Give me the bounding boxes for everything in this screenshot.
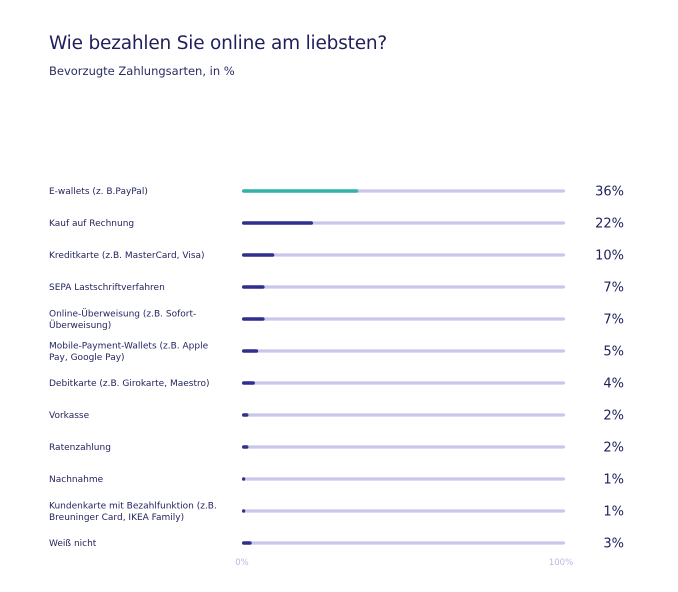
bar [242, 509, 246, 513]
bar-track [242, 509, 565, 513]
bar-track [242, 317, 565, 321]
value-label: 2% [603, 409, 624, 424]
value-label: 1% [603, 505, 624, 520]
bar-track [242, 285, 565, 289]
value-label: 1% [603, 473, 624, 488]
bar [242, 445, 249, 449]
bar [242, 285, 265, 289]
category-label: Kreditkarte (z.B. MasterCard, Visa) [49, 251, 205, 261]
bar [242, 253, 275, 257]
value-label: 22% [595, 217, 624, 232]
chart-title: Wie bezahlen Sie online am liebsten? [49, 33, 388, 54]
category-label: Debitkarte (z.B. Girokarte, Maestro) [49, 379, 210, 389]
category-label: Nachnahme [49, 475, 104, 485]
bar-track [242, 253, 565, 257]
bar [242, 189, 359, 193]
bar-track [242, 381, 565, 385]
value-label: 10% [595, 249, 624, 264]
bar-track [242, 541, 565, 545]
bar-track [242, 477, 565, 481]
category-label: Vorkasse [49, 411, 90, 421]
bar-track [242, 349, 565, 353]
bar-track [242, 445, 565, 449]
category-label: Mobile-Payment-Wallets (z.B. Apple Pay, G… [49, 341, 209, 363]
category-label: E-wallets (z. B.PayPal) [49, 187, 148, 197]
chart-subtitle: Bevorzugte Zahlungsarten, in % [49, 64, 235, 78]
bar [242, 541, 252, 545]
bar [242, 317, 265, 321]
value-label: 3% [603, 537, 624, 552]
bar [242, 381, 255, 385]
value-label: 5% [603, 345, 624, 360]
category-label: Kauf auf Rechnung [49, 219, 134, 229]
bar [242, 221, 314, 225]
category-label: Weiß nicht [49, 539, 97, 549]
value-label: 7% [603, 313, 624, 328]
category-label: Kundenkarte mit Bezahlfunktion (z.B. Breu… [49, 501, 217, 523]
bar-track [242, 221, 565, 225]
bar [242, 413, 249, 417]
category-label: Online-Überweisung (z.B. Sofort-Überweis… [49, 308, 196, 331]
category-label: SEPA Lastschriftverfahren [49, 283, 165, 293]
value-label: 4% [603, 377, 624, 392]
value-label: 36% [595, 185, 624, 200]
value-label: 7% [603, 281, 624, 296]
category-label: Ratenzahlung [49, 443, 111, 453]
bar [242, 349, 259, 353]
axis-tick-label: 0% [235, 558, 249, 568]
value-label: 2% [603, 441, 624, 456]
bar-track [242, 413, 565, 417]
axis-tick-label: 100% [549, 558, 573, 568]
bar [242, 477, 246, 481]
